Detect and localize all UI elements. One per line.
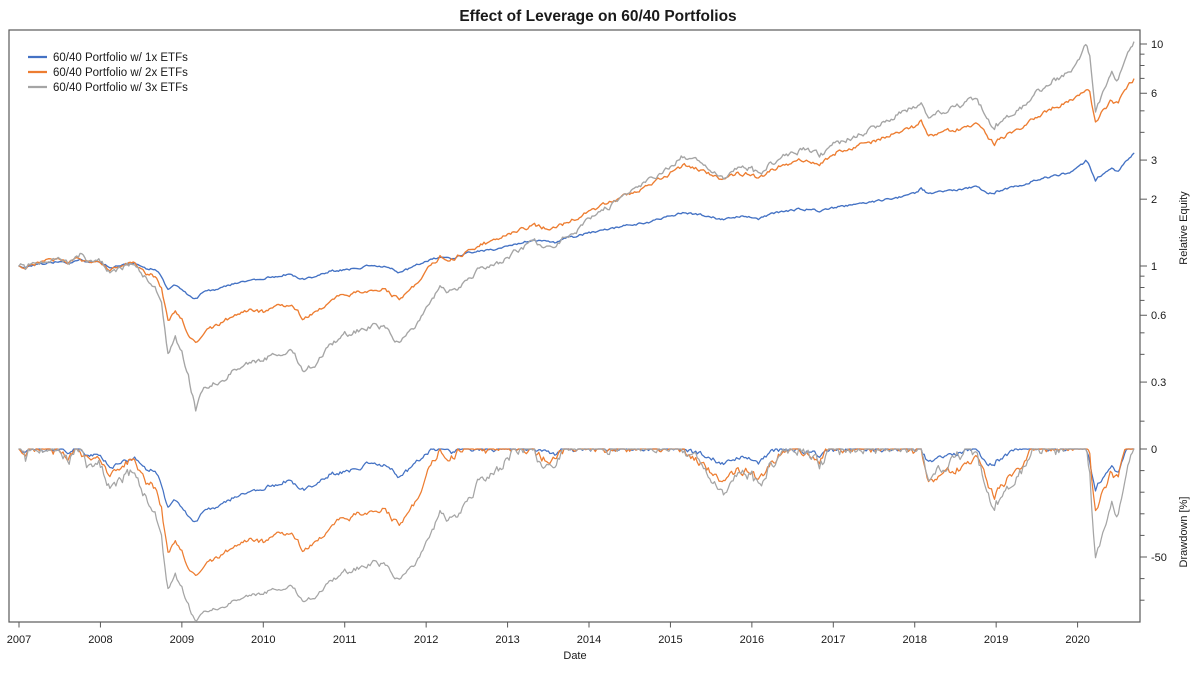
equity-line-1x [18,152,1135,300]
x-tick-label-2007: 2007 [7,634,31,646]
equity-axis-title: Relative Equity [1178,191,1190,265]
legend-label-1x: 60/40 Portfolio w/ 1x ETFs [53,52,188,64]
x-tick-label-2017: 2017 [821,634,845,646]
legend: 60/40 Portfolio w/ 1x ETFs 60/40 Portfol… [28,52,188,94]
x-axis-title: Date [563,650,586,662]
equity-tick-label-6: 6 [1151,88,1157,100]
drawdown-line-1x [18,448,1135,523]
x-tick-label-2013: 2013 [495,634,519,646]
x-tick-label-2020: 2020 [1065,634,1089,646]
x-tick-label-2010: 2010 [251,634,275,646]
x-tick-label-2019: 2019 [984,634,1008,646]
equity-tick-label-2: 2 [1151,194,1157,206]
plot-frame [8,29,1141,623]
drawdown-line-3x [18,448,1135,623]
x-tick-label-2018: 2018 [902,634,926,646]
series-lines [18,41,1135,623]
x-tick-label-2011: 2011 [333,634,357,646]
chart-title: Effect of Leverage on 60/40 Portfolios [459,8,736,25]
legend-label-2x: 60/40 Portfolio w/ 2x ETFs [53,67,188,79]
axes-ticks: 2007 2008 2009 2010 2011 2012 2013 2014 2015 2016… [7,39,1167,646]
legend-item-3x: 60/40 Portfolio w/ 3x ETFs [28,82,188,94]
equity-line-2x [18,78,1135,344]
equity-tick-label-0.3: 0.3 [1151,377,1166,389]
legend-item-2x: 60/40 Portfolio w/ 2x ETFs [28,67,188,79]
x-tick-label-2014: 2014 [577,634,601,646]
drawdown-axis-title: Drawdown [%] [1178,497,1190,568]
drawdown-line-2x [18,448,1135,577]
x-tick-label-2008: 2008 [88,634,112,646]
x-tick-label-2012: 2012 [414,634,438,646]
legend-item-1x: 60/40 Portfolio w/ 1x ETFs [28,52,188,64]
drawdown-tick-label-0: 0 [1151,444,1157,456]
equity-tick-label-3: 3 [1151,155,1157,167]
drawdown-tick-label--50: -50 [1151,552,1167,564]
legend-label-3x: 60/40 Portfolio w/ 3x ETFs [53,82,188,94]
equity-tick-label-10: 10 [1151,39,1163,51]
equity-line-3x [18,41,1135,412]
x-tick-label-2016: 2016 [740,634,764,646]
x-tick-label-2009: 2009 [170,634,194,646]
x-tick-label-2015: 2015 [658,634,682,646]
equity-tick-label-0.6: 0.6 [1151,310,1166,322]
equity-tick-label-1: 1 [1151,261,1157,273]
